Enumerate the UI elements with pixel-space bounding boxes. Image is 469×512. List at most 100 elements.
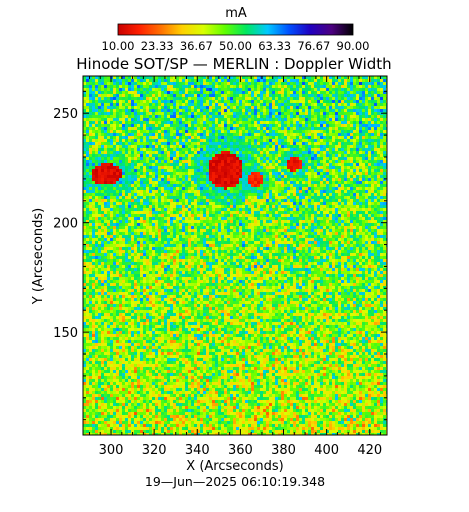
heatmap-cell bbox=[137, 76, 140, 79]
heatmap-cell bbox=[116, 79, 119, 82]
heatmap-cell bbox=[89, 202, 92, 205]
heatmap-cell bbox=[254, 205, 257, 208]
heatmap-cell bbox=[122, 112, 125, 115]
heatmap-cell bbox=[95, 151, 98, 154]
heatmap-cell bbox=[380, 142, 383, 145]
heatmap-cell bbox=[230, 88, 233, 91]
heatmap-cell bbox=[245, 178, 248, 181]
heatmap-cell bbox=[104, 109, 107, 112]
heatmap-cell bbox=[278, 217, 281, 220]
heatmap-cell bbox=[332, 103, 335, 106]
heatmap-cell bbox=[179, 196, 182, 199]
heatmap-cell bbox=[275, 124, 278, 127]
heatmap-cell bbox=[125, 142, 128, 145]
heatmap-cell bbox=[326, 124, 329, 127]
heatmap-cell bbox=[263, 82, 266, 85]
heatmap-cell bbox=[194, 79, 197, 82]
heatmap-cell bbox=[155, 157, 158, 160]
heatmap-cell bbox=[227, 172, 230, 175]
heatmap-cell bbox=[122, 205, 125, 208]
heatmap-cell bbox=[323, 169, 326, 172]
heatmap-cell bbox=[86, 109, 89, 112]
heatmap-cell bbox=[128, 85, 131, 88]
heatmap-cell bbox=[161, 220, 164, 223]
heatmap-cell bbox=[242, 190, 245, 193]
heatmap-cell bbox=[206, 139, 209, 142]
heatmap-cell bbox=[338, 202, 341, 205]
heatmap-cell bbox=[134, 130, 137, 133]
heatmap-cell bbox=[227, 214, 230, 217]
heatmap-cell bbox=[185, 178, 188, 181]
heatmap-cell bbox=[200, 100, 203, 103]
heatmap-cell bbox=[356, 205, 359, 208]
heatmap-cell bbox=[365, 154, 368, 157]
heatmap-cell bbox=[344, 169, 347, 172]
heatmap-cell bbox=[332, 133, 335, 136]
heatmap-cell bbox=[143, 145, 146, 148]
heatmap-cell bbox=[284, 154, 287, 157]
heatmap-cell bbox=[326, 169, 329, 172]
heatmap-cell bbox=[212, 220, 215, 223]
heatmap-cell bbox=[137, 163, 140, 166]
heatmap-cell bbox=[152, 97, 155, 100]
heatmap-cell bbox=[365, 205, 368, 208]
heatmap-cell bbox=[86, 103, 89, 106]
heatmap-cell bbox=[182, 100, 185, 103]
heatmap-cell bbox=[89, 115, 92, 118]
heatmap-cell bbox=[302, 97, 305, 100]
heatmap-cell bbox=[119, 100, 122, 103]
heatmap-cell bbox=[290, 205, 293, 208]
heatmap-cell bbox=[338, 136, 341, 139]
heatmap-cell bbox=[134, 115, 137, 118]
heatmap-cell bbox=[287, 88, 290, 91]
heatmap-cell bbox=[362, 100, 365, 103]
heatmap-cell bbox=[284, 127, 287, 130]
heatmap-cell bbox=[206, 130, 209, 133]
heatmap-cell bbox=[296, 133, 299, 136]
heatmap-cell bbox=[239, 145, 242, 148]
heatmap-cell bbox=[308, 172, 311, 175]
heatmap-cell bbox=[92, 121, 95, 124]
heatmap-cell bbox=[158, 88, 161, 91]
heatmap-cell bbox=[317, 139, 320, 142]
heatmap-cell bbox=[335, 172, 338, 175]
heatmap-cell bbox=[275, 91, 278, 94]
heatmap-cell bbox=[248, 154, 251, 157]
heatmap-cell bbox=[89, 88, 92, 91]
heatmap-cell bbox=[290, 151, 293, 154]
heatmap-cell bbox=[134, 79, 137, 82]
heatmap-cell bbox=[101, 82, 104, 85]
heatmap-cell bbox=[287, 154, 290, 157]
heatmap-cell bbox=[299, 184, 302, 187]
heatmap-cell bbox=[338, 196, 341, 199]
heatmap-cell bbox=[329, 118, 332, 121]
heatmap-cell bbox=[371, 187, 374, 190]
heatmap-cell bbox=[284, 214, 287, 217]
heatmap-cell bbox=[110, 139, 113, 142]
heatmap-cell bbox=[134, 82, 137, 85]
heatmap-cell bbox=[359, 76, 362, 79]
heatmap-cell bbox=[359, 205, 362, 208]
heatmap-cell bbox=[362, 199, 365, 202]
heatmap-cell bbox=[236, 208, 239, 211]
heatmap-cell bbox=[194, 160, 197, 163]
heatmap-cell bbox=[362, 118, 365, 121]
heatmap-cell bbox=[209, 79, 212, 82]
heatmap-cell bbox=[119, 187, 122, 190]
heatmap-cell bbox=[311, 124, 314, 127]
heatmap-cell bbox=[353, 169, 356, 172]
heatmap-cell bbox=[110, 163, 113, 166]
heatmap-cell bbox=[203, 124, 206, 127]
heatmap-cell bbox=[233, 199, 236, 202]
heatmap-cell bbox=[371, 214, 374, 217]
heatmap-cell bbox=[302, 220, 305, 223]
heatmap-cell bbox=[197, 97, 200, 100]
heatmap-cell bbox=[200, 133, 203, 136]
heatmap-cell bbox=[287, 190, 290, 193]
heatmap-cell bbox=[128, 79, 131, 82]
heatmap-cell bbox=[215, 193, 218, 196]
heatmap-cell bbox=[263, 145, 266, 148]
heatmap-cell bbox=[257, 94, 260, 97]
heatmap-cell bbox=[116, 121, 119, 124]
heatmap-cell bbox=[212, 187, 215, 190]
